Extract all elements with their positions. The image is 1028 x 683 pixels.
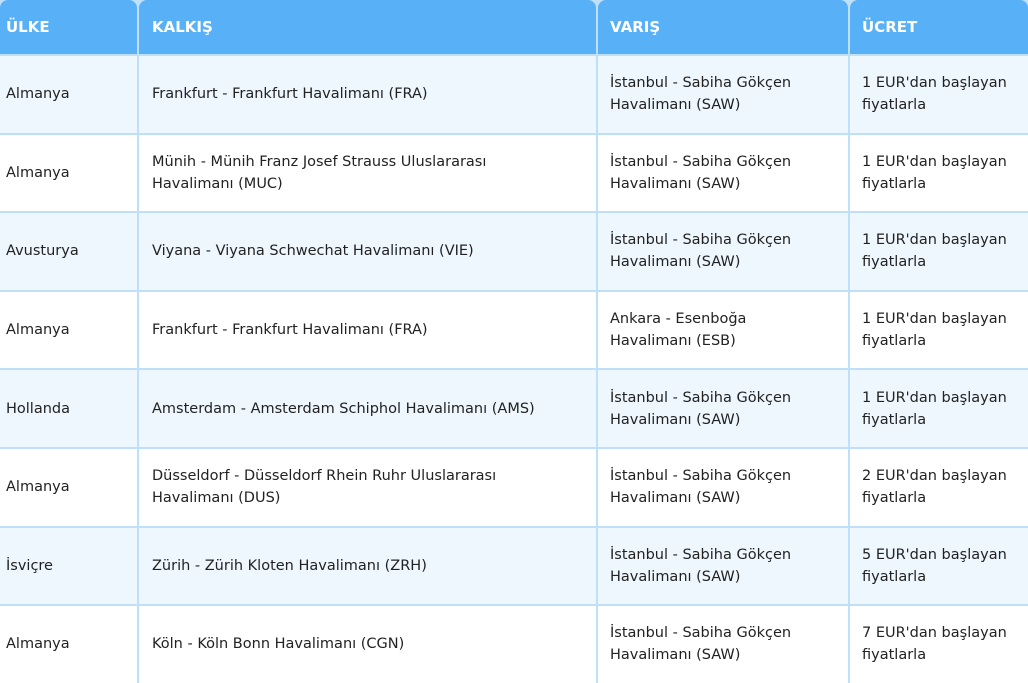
- table-cell: 7 EUR'dan başlayan fiyatlarla: [850, 606, 1028, 683]
- table-cell: Köln - Köln Bonn Havalimanı (CGN): [139, 606, 596, 683]
- table-cell: Almanya: [0, 606, 137, 683]
- header-cell: VARIŞ: [598, 0, 848, 54]
- table-cell: Amsterdam - Amsterdam Schiphol Havaliman…: [139, 370, 596, 447]
- table-cell: 1 EUR'dan başlayan fiyatlarla: [850, 213, 1028, 290]
- table-cell: Münih - Münih Franz Josef Strauss Ulusla…: [139, 134, 596, 212]
- table-cell: 1 EUR'dan başlayan fiyatlarla: [850, 134, 1028, 212]
- table-cell: Avusturya: [0, 213, 137, 290]
- table-cell: 1 EUR'dan başlayan fiyatlarla: [850, 370, 1028, 447]
- table-cell: Frankfurt - Frankfurt Havalimanı (FRA): [139, 291, 596, 369]
- header-cell: ÜLKE: [0, 0, 137, 54]
- table-cell: İstanbul - Sabiha Gökçen Havalimanı (SAW…: [598, 213, 848, 290]
- header-cell: ÜCRET: [850, 0, 1028, 54]
- table-cell: 1 EUR'dan başlayan fiyatlarla: [850, 291, 1028, 369]
- table-cell: Almanya: [0, 448, 137, 526]
- table-cell: İstanbul - Sabiha Gökçen Havalimanı (SAW…: [598, 370, 848, 447]
- table-cell: İsviçre: [0, 527, 137, 605]
- table-cell: Viyana - Viyana Schwechat Havalimanı (VI…: [139, 213, 596, 290]
- table-cell: Ankara - Esenboğa Havalimanı (ESB): [598, 291, 848, 369]
- table-cell: Hollanda: [0, 370, 137, 447]
- table-cell: Zürih - Zürih Kloten Havalimanı (ZRH): [139, 527, 596, 605]
- table-cell: İstanbul - Sabiha Gökçen Havalimanı (SAW…: [598, 448, 848, 526]
- table-cell: İstanbul - Sabiha Gökçen Havalimanı (SAW…: [598, 606, 848, 683]
- table-cell: İstanbul - Sabiha Gökçen Havalimanı (SAW…: [598, 527, 848, 605]
- table-cell: Almanya: [0, 134, 137, 212]
- table-cell: 1 EUR'dan başlayan fiyatlarla: [850, 56, 1028, 133]
- table-cell: Düsseldorf - Düsseldorf Rhein Ruhr Ulusl…: [139, 448, 596, 526]
- table-cell: İstanbul - Sabiha Gökçen Havalimanı (SAW…: [598, 134, 848, 212]
- table-cell: Almanya: [0, 291, 137, 369]
- table-cell: 2 EUR'dan başlayan fiyatlarla: [850, 448, 1028, 526]
- table-cell: İstanbul - Sabiha Gökçen Havalimanı (SAW…: [598, 56, 848, 133]
- table-cell: Almanya: [0, 56, 137, 133]
- header-cell: KALKIŞ: [139, 0, 596, 54]
- table-cell: Frankfurt - Frankfurt Havalimanı (FRA): [139, 56, 596, 133]
- table-cell: 5 EUR'dan başlayan fiyatlarla: [850, 527, 1028, 605]
